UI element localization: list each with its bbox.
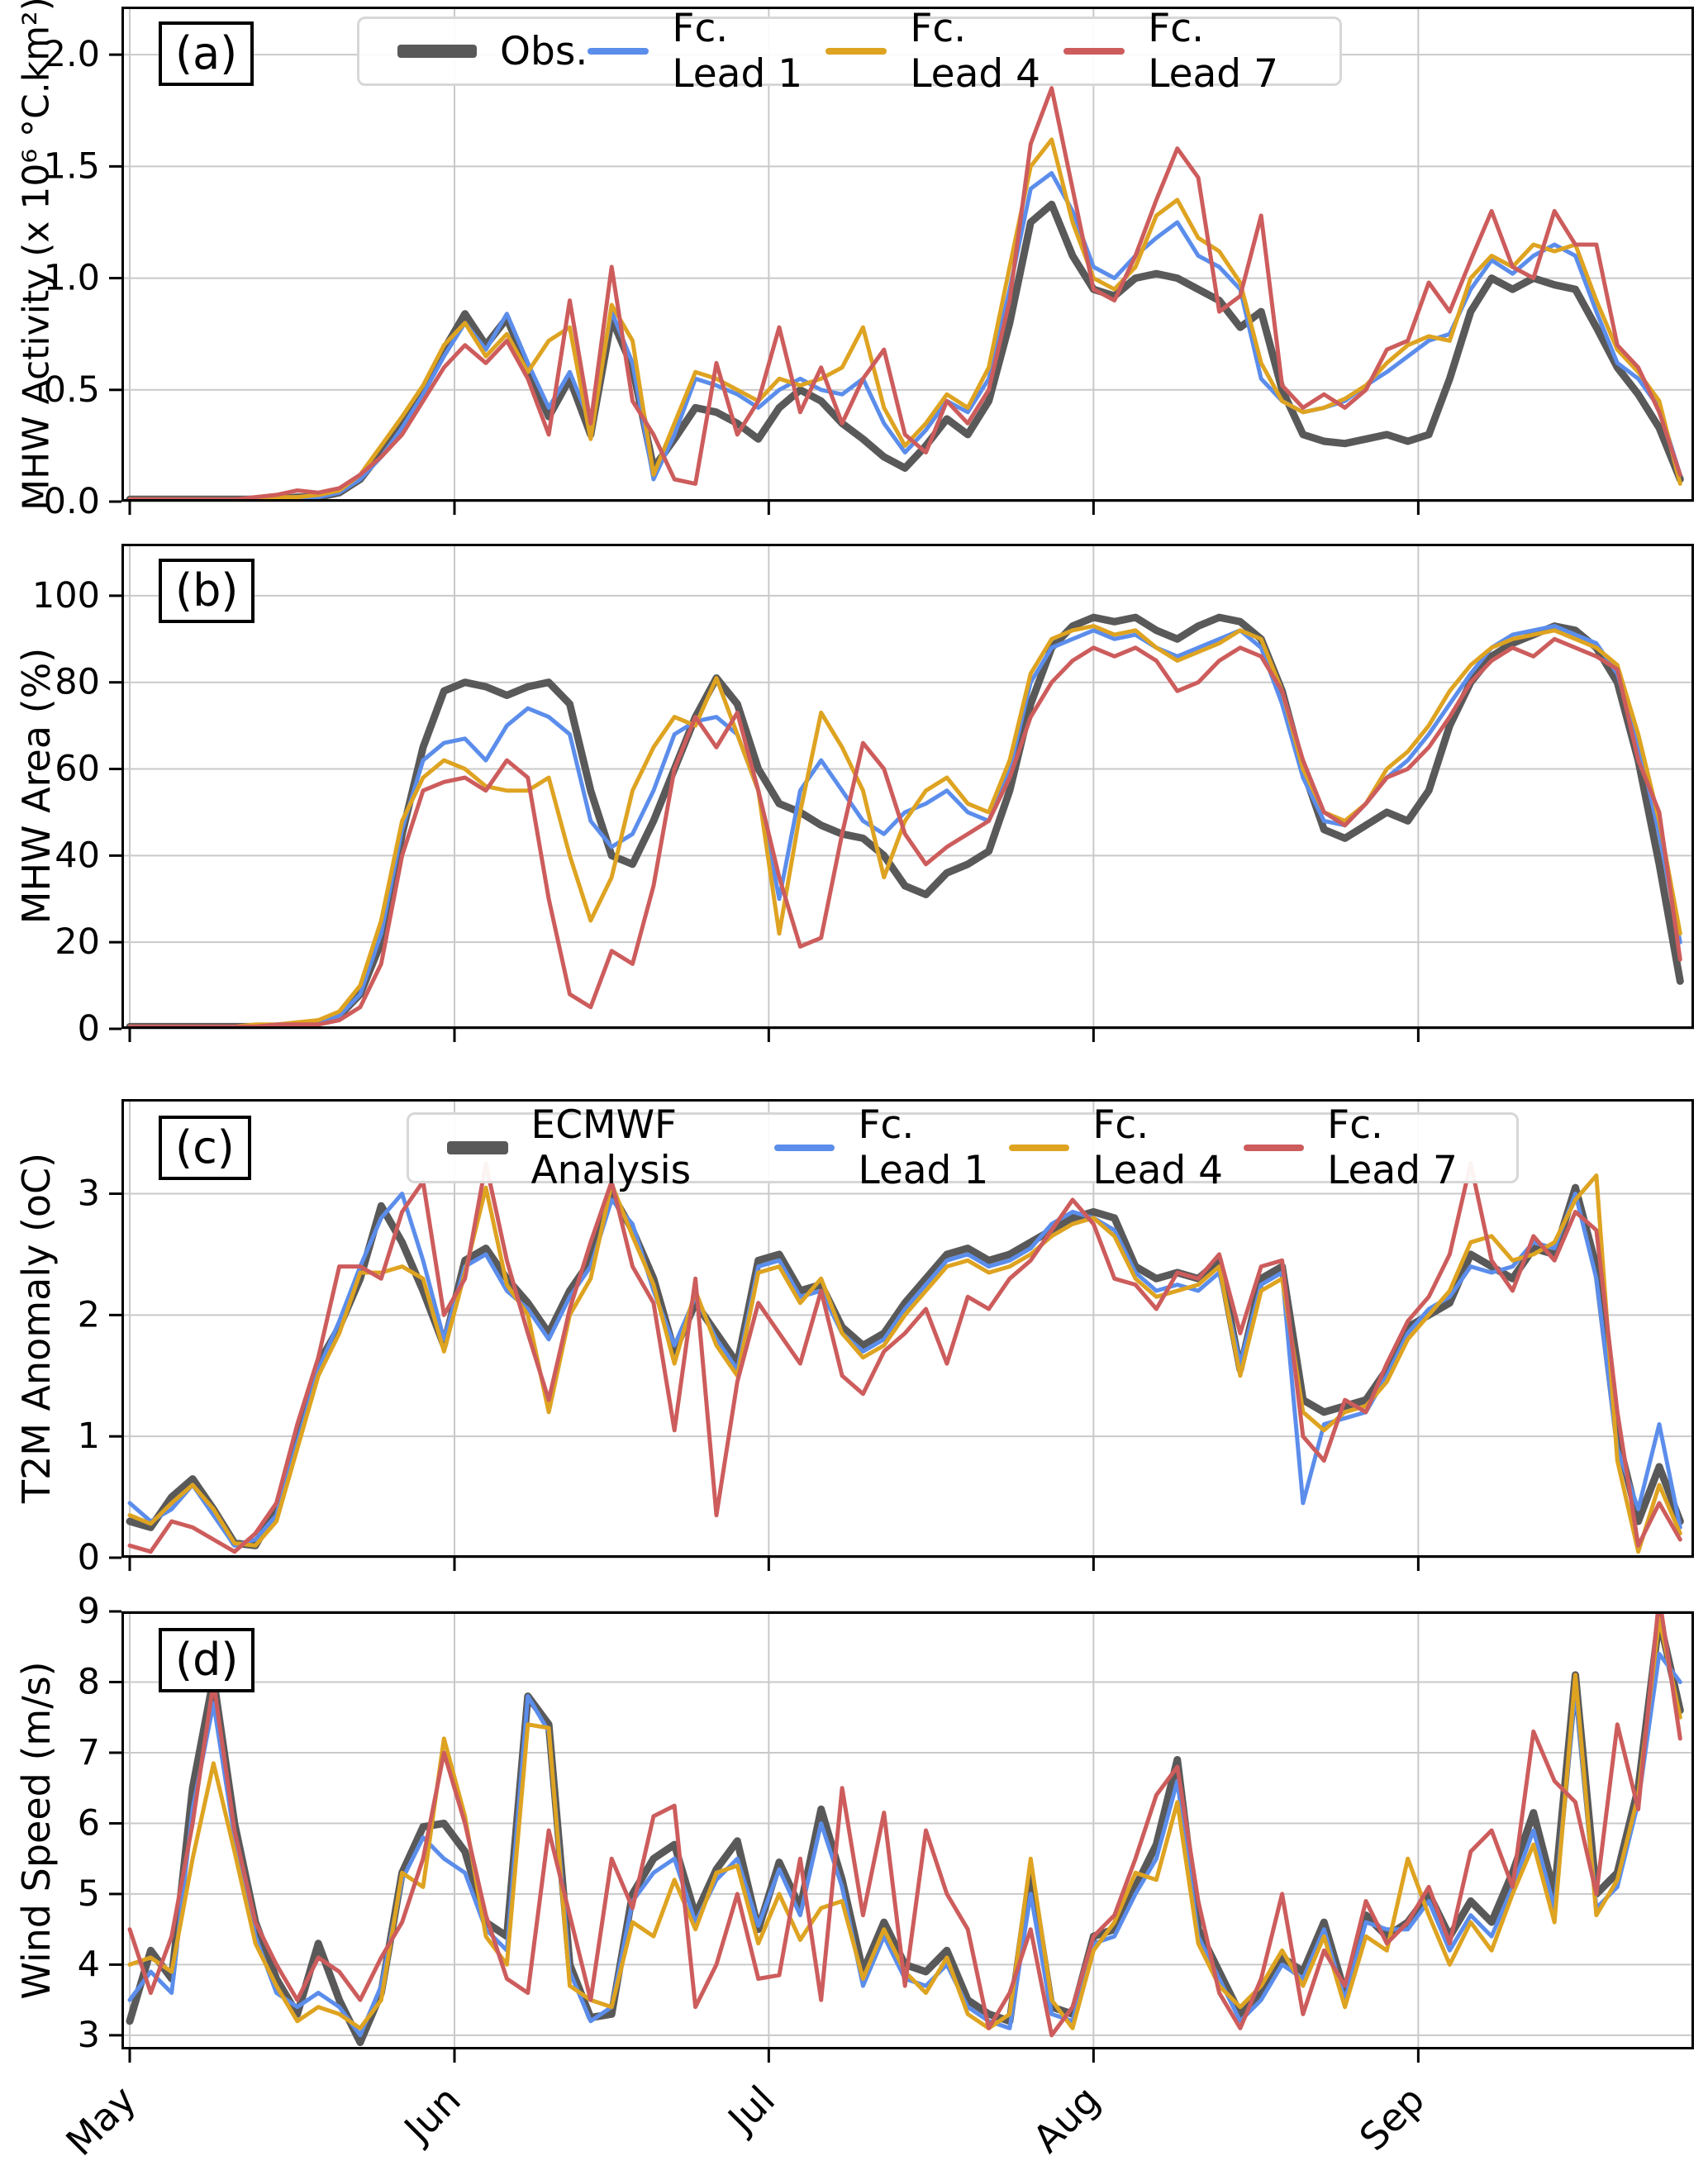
lead1-line-swatch <box>774 1145 835 1151</box>
y-tick-label: 0.5 <box>44 369 100 411</box>
y-tick-label: 0.0 <box>44 481 100 522</box>
series-ecmwf-analysis <box>126 1183 1684 1549</box>
y-tick-label: 9 <box>78 1591 100 1632</box>
legend-item-lead4: Fc. Lead 4 <box>1009 1102 1244 1193</box>
legend-panel-a: Obs. Fc. Lead 1 Fc. Lead 4 Fc. Lead 7 <box>357 6 1342 97</box>
y-tick-label: 2 <box>78 1294 100 1335</box>
obs-line-swatch <box>397 45 477 58</box>
legend-item-ecmwf-analysis: ECMWF Analysis <box>447 1102 774 1193</box>
y-tick-label: 3 <box>78 2015 100 2056</box>
y-tick-label: 6 <box>78 1802 100 1844</box>
legend-label: Fc. Lead 4 <box>1092 1102 1224 1193</box>
series-fc-lead-4 <box>127 137 1682 502</box>
y-tick-label: 7 <box>78 1732 100 1773</box>
panel-letter-c: (c) <box>159 1116 251 1180</box>
y-tick-label: 8 <box>78 1661 100 1702</box>
panel-b-plot: 0 20 40 60 80 100 <box>32 544 1694 1049</box>
y-tick-label: 40 <box>55 835 100 876</box>
y-tick-label: 20 <box>55 921 100 963</box>
legend-item-lead7: Fc. Lead 7 <box>1063 6 1301 97</box>
y-tick-label: 60 <box>55 749 100 790</box>
y-axis-label-wind-speed: Wind Speed (m/s) <box>14 1661 59 2000</box>
legend-label: Obs. <box>500 28 588 74</box>
series-fc-lead-7 <box>127 636 1682 1029</box>
lead7-line-swatch <box>1063 48 1125 55</box>
panel-c-plot: 0 1 2 3 <box>78 1099 1694 1578</box>
panel-letter-b: (b) <box>159 559 255 623</box>
y-tick-label: 2.0 <box>44 34 100 75</box>
series-fc-lead-7 <box>127 1161 1682 1554</box>
legend-panel-c: ECMWF Analysis Fc. Lead 1 Fc. Lead 4 Fc.… <box>407 1102 1519 1193</box>
legend-label: Fc. Lead 1 <box>858 1102 989 1193</box>
legend-label: Fc. Lead 1 <box>672 6 803 97</box>
legend-item-lead1: Fc. Lead 1 <box>774 1102 1009 1193</box>
lead1-line-swatch <box>588 48 649 55</box>
legend-label: Fc. Lead 7 <box>1148 6 1278 97</box>
legend-item-lead1: Fc. Lead 1 <box>588 6 825 97</box>
series-fc-lead-1 <box>127 171 1682 502</box>
series-obs- <box>126 200 1684 502</box>
y-tick-label: 0 <box>78 1537 100 1578</box>
panel-letter-a: (a) <box>159 21 255 86</box>
legend-label: Fc. Lead 4 <box>910 6 1041 97</box>
x-tick-label-month: Aug <box>1024 2077 1108 2162</box>
series-fc-lead-4 <box>127 1173 1682 1554</box>
x-tick-label-month: May <box>57 2077 144 2164</box>
x-tick-label-month: Sep <box>1351 2077 1433 2159</box>
y-tick-label: 1.0 <box>44 258 100 299</box>
y-tick-label: 1 <box>78 1416 100 1457</box>
legend-label: ECMWF Analysis <box>530 1102 692 1193</box>
y-tick-label: 3 <box>78 1173 100 1215</box>
series-fc-lead-4 <box>127 624 1682 1029</box>
lead4-line-swatch <box>1009 1145 1070 1151</box>
lead7-line-swatch <box>1244 1145 1305 1151</box>
y-tick-label: 1.5 <box>44 145 100 187</box>
x-tick-label-month: Jul <box>718 2077 784 2144</box>
series-fc-lead-1 <box>127 1192 1682 1548</box>
y-axis-label-t2m-anomaly: T2M Anomaly (oC) <box>14 1152 59 1504</box>
y-tick-label: 0 <box>78 1008 100 1049</box>
legend-item-obs: Obs. <box>397 29 588 74</box>
series-fc-lead-7 <box>127 86 1682 502</box>
legend-item-lead4: Fc. Lead 4 <box>825 6 1063 97</box>
panel-letter-d: (d) <box>159 1628 255 1692</box>
y-tick-label: 5 <box>78 1873 100 1915</box>
y-axis-label-mhw-area: MHW Area (%) <box>14 647 59 925</box>
x-tick-label-month: Jun <box>394 2077 469 2153</box>
y-axis-label-mhw-activity: MHW Activity (x 10⁶ °C.km²) <box>15 0 58 511</box>
y-tick-label: 100 <box>32 575 100 616</box>
panel-a-plot: 0.0 0.5 1.0 1.5 2.0 <box>44 7 1694 522</box>
lead4-line-swatch <box>825 48 887 55</box>
legend-label: Fc. Lead 7 <box>1327 1102 1458 1193</box>
y-tick-label: 80 <box>55 662 100 703</box>
y-tick-label: 4 <box>78 1944 100 1985</box>
series-fc-lead-1 <box>127 624 1682 1029</box>
panel-d-plot: 3 4 5 6 7 8 9 May Jun Jul Aug Sep <box>57 1591 1694 2164</box>
analysis-line-swatch <box>447 1141 508 1154</box>
legend-item-lead7: Fc. Lead 7 <box>1244 1102 1478 1193</box>
series-fc-lead-7 <box>127 1611 1682 2038</box>
